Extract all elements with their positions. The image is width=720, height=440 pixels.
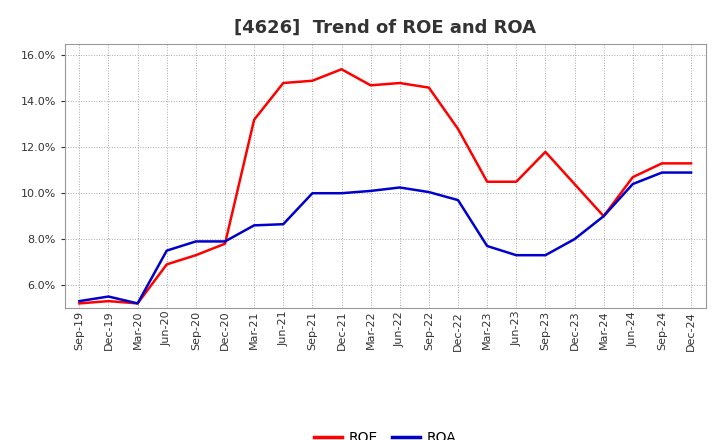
ROA	[657, 170, 666, 175]
ROA	[395, 185, 404, 190]
ROA	[570, 236, 579, 242]
ROA	[425, 190, 433, 195]
ROE	[541, 149, 550, 154]
ROA	[192, 239, 200, 244]
ROE	[220, 241, 229, 246]
Title: [4626]  Trend of ROE and ROA: [4626] Trend of ROE and ROA	[234, 19, 536, 37]
Line: ROA: ROA	[79, 172, 691, 304]
ROA	[308, 191, 317, 196]
ROA	[220, 239, 229, 244]
ROE	[570, 181, 579, 187]
Line: ROE: ROE	[79, 69, 691, 304]
ROE	[308, 78, 317, 83]
ROA	[337, 191, 346, 196]
ROA	[512, 253, 521, 258]
ROE	[192, 253, 200, 258]
ROA	[687, 170, 696, 175]
ROE	[687, 161, 696, 166]
ROA	[133, 301, 142, 306]
ROE	[454, 126, 462, 132]
ROA	[366, 188, 375, 194]
ROE	[366, 83, 375, 88]
ROA	[250, 223, 258, 228]
ROE	[395, 81, 404, 86]
ROA	[75, 298, 84, 304]
Legend: ROE, ROA: ROE, ROA	[308, 426, 462, 440]
ROA	[279, 222, 287, 227]
ROA	[483, 243, 492, 249]
ROA	[599, 213, 608, 219]
ROA	[629, 181, 637, 187]
ROE	[279, 81, 287, 86]
ROE	[425, 85, 433, 90]
ROA	[163, 248, 171, 253]
ROE	[629, 175, 637, 180]
ROE	[75, 301, 84, 306]
ROE	[133, 301, 142, 306]
ROA	[454, 198, 462, 203]
ROA	[104, 294, 113, 299]
ROE	[512, 179, 521, 184]
ROE	[337, 66, 346, 72]
ROE	[599, 213, 608, 219]
ROE	[163, 262, 171, 267]
ROE	[657, 161, 666, 166]
ROE	[483, 179, 492, 184]
ROA	[541, 253, 550, 258]
ROE	[104, 298, 113, 304]
ROE	[250, 117, 258, 122]
